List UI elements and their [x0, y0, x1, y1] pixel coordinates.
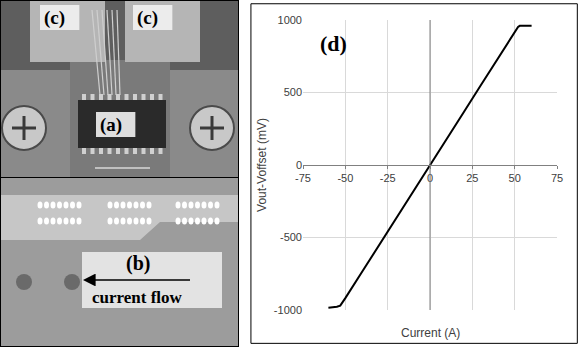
svg-text:-1000: -1000: [274, 304, 302, 316]
svg-text:-75: -75: [295, 172, 311, 184]
svg-text:(c): (c): [137, 7, 158, 29]
svg-text:-25: -25: [380, 172, 396, 184]
svg-text:Current (A): Current (A): [401, 326, 460, 340]
svg-text:0: 0: [427, 172, 433, 184]
svg-text:Vout-Voffset (mV): Vout-Voffset (mV): [255, 118, 269, 212]
svg-text:500: 500: [284, 86, 302, 98]
svg-text:1000: 1000: [278, 14, 302, 26]
svg-text:50: 50: [509, 172, 521, 184]
svg-text:0: 0: [296, 159, 302, 171]
svg-text:(c): (c): [44, 7, 65, 29]
svg-text:25: 25: [466, 172, 478, 184]
svg-text:-500: -500: [280, 231, 302, 243]
svg-text:-50: -50: [337, 172, 353, 184]
svg-text:(a): (a): [100, 114, 122, 136]
svg-text:current flow: current flow: [92, 288, 183, 307]
svg-text:(b): (b): [126, 252, 150, 275]
svg-text:(d): (d): [320, 31, 347, 56]
svg-text:75: 75: [551, 172, 563, 184]
